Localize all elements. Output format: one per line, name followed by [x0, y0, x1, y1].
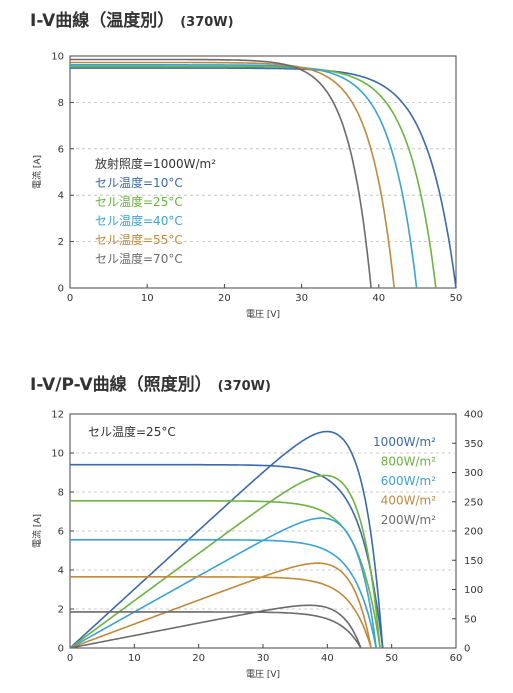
y-tick-label: 6 [58, 527, 64, 538]
legend-item-4: 200W/m² [381, 513, 437, 527]
iv-curve-4 [70, 58, 372, 289]
x-tick-label: 40 [372, 293, 385, 304]
iv-curve-2 [70, 64, 418, 289]
y-axis-label: 電流 [A] [31, 155, 43, 189]
y-tick-label: 8 [58, 488, 64, 499]
legend-item-3: 400W/m² [381, 494, 437, 508]
iv-curve-1 [70, 500, 381, 649]
y2-tick-label: 350 [464, 439, 483, 450]
x-tick-label: 20 [192, 653, 205, 664]
annotation-text: セル温度=25°C [88, 424, 176, 439]
y-tick-label: 4 [58, 191, 64, 202]
x-tick-label: 0 [67, 653, 73, 664]
annotation-text: 放射照度=1000W/m² [95, 156, 216, 171]
y2-tick-label: 200 [464, 527, 483, 538]
plot-frame [69, 55, 457, 289]
pv-curve-3 [69, 562, 372, 649]
legend-item-2: セル温度=40°C [95, 213, 183, 228]
iv-curve-4 [70, 611, 362, 649]
legend-item-4: セル温度=70°C [95, 251, 183, 266]
x-tick-label: 50 [450, 293, 463, 304]
x-tick-label: 40 [321, 653, 334, 664]
y-tick-label: 8 [58, 98, 64, 109]
x-axis-label: 電圧 [V] [246, 309, 280, 320]
chart1-iv-temperature: 0 2 4 6 8 10 0 10 20 30 40 50 電圧 [V] 電流 [A] 放射照度=1000W… [31, 52, 463, 321]
legend-item-2: 600W/m² [381, 474, 437, 488]
x-tick-label: 0 [67, 293, 73, 304]
chart1-title: I-V曲線（温度別） (370W) [30, 6, 234, 31]
chart1-title-main: I-V曲線（温度別） [30, 11, 175, 31]
y-tick-label: 10 [51, 52, 64, 63]
legend-item-1: 800W/m² [381, 455, 437, 469]
iv-curve-1 [70, 65, 437, 289]
y2-tick-label: 300 [464, 468, 483, 479]
x-tick-label: 10 [128, 653, 141, 664]
x-tick-label: 30 [257, 653, 270, 664]
x-tick-label: 60 [450, 653, 463, 664]
x-tick-label: 20 [218, 293, 231, 304]
iv-curve-3 [70, 61, 395, 289]
y2-tick-label: 250 [464, 497, 483, 508]
iv-curve-0 [70, 67, 457, 289]
x-axis-label: 電圧 [V] [246, 669, 280, 680]
y-tick-label: 2 [58, 237, 64, 248]
iv-curve-0 [70, 463, 384, 649]
y2-tick-label: 150 [464, 556, 483, 567]
y2-tick-label: 0 [464, 644, 470, 655]
y2-tick-label: 50 [464, 614, 477, 625]
pv-curve-4 [69, 604, 362, 649]
legend-item-1: セル温度=25°C [95, 194, 183, 209]
chart2-title: I-V/P-V曲線（照度別） (370W) [30, 370, 271, 395]
pv-curve-2 [69, 517, 377, 649]
y2-tick-label: 100 [464, 585, 483, 596]
pv-curve-1 [69, 474, 381, 649]
y-tick-label: 2 [58, 605, 64, 616]
chart2-title-suffix: (370W) [217, 379, 271, 394]
x-tick-label: 50 [385, 653, 398, 664]
y-tick-label: 0 [58, 644, 64, 655]
chart2-title-main: I-V/P-V曲線（照度別） [30, 375, 212, 395]
x-tick-label: 10 [141, 293, 154, 304]
chart1-title-suffix: (370W) [180, 15, 234, 30]
y2-tick-label: 400 [464, 410, 483, 421]
y-tick-label: 6 [58, 144, 64, 155]
y-axis-label: 電流 [A] [31, 514, 43, 548]
pv-curve-0 [69, 430, 384, 649]
y-tick-label: 12 [51, 410, 64, 421]
legend-item-0: セル温度=10°C [95, 175, 183, 190]
x-tick-label: 30 [295, 293, 308, 304]
iv-curve-2 [70, 539, 377, 649]
iv-curve-3 [70, 576, 372, 649]
y-tick-label: 0 [58, 284, 64, 295]
y-tick-label: 4 [58, 566, 64, 577]
legend-item-0: 1000W/m² [373, 435, 436, 449]
legend-item-3: セル温度=55°C [95, 232, 183, 247]
y-tick-label: 10 [51, 449, 64, 460]
